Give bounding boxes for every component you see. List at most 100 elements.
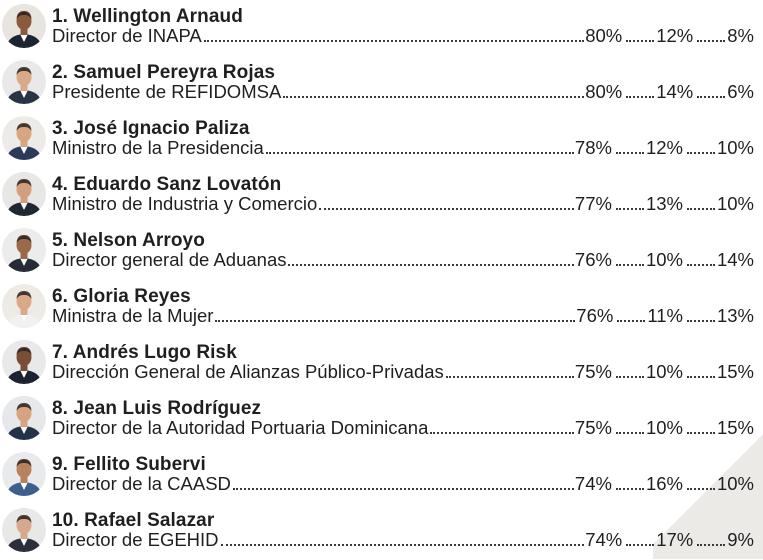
ranking-entry: 4. Eduardo Sanz Lovatón Ministro de Indus… <box>0 168 763 224</box>
person-role: Ministro de la Presidencia <box>52 137 264 158</box>
dotted-separator <box>697 544 726 546</box>
dotted-separator <box>686 376 715 378</box>
dotted-leader <box>430 432 574 434</box>
approval-percent: 80% <box>585 81 623 102</box>
person-role: Ministro de Industria y Comercio <box>52 193 318 214</box>
ranking-entry: 8. Jean Luis Rodríguez Director de la Aut… <box>0 392 763 448</box>
dotted-leader <box>215 320 576 322</box>
disapproval-percent: 10% <box>645 249 683 270</box>
dotted-separator <box>626 544 655 546</box>
dotted-separator <box>686 208 715 210</box>
person-name: 4. Eduardo Sanz Lovatón <box>52 174 282 195</box>
dotted-separator <box>686 488 715 490</box>
person-photo-avatar <box>2 60 46 104</box>
dotted-leader <box>265 152 574 154</box>
person-name: 7. Andrés Lugo Risk <box>52 342 237 363</box>
role-percent-line: Ministro de la Presidencia 78% 12% 10% <box>52 137 754 159</box>
ranking-entry: 10. Rafael Salazar Director de EGEHID 74% 1… <box>0 504 763 560</box>
dotted-separator <box>615 376 644 378</box>
approval-percent: 75% <box>574 417 612 438</box>
no-response-percent: 15% <box>716 417 754 438</box>
person-name: 5. Nelson Arroyo <box>52 230 205 251</box>
disapproval-percent: 14% <box>656 81 694 102</box>
role-percent-line: Director de INAPA 80% 12% 8% <box>52 25 754 47</box>
role-percent-line: Director de la CAASD 74% 16% 10% <box>52 473 754 495</box>
dotted-separator <box>615 432 644 434</box>
disapproval-percent: 12% <box>645 137 683 158</box>
person-photo-avatar <box>2 228 46 272</box>
dotted-separator <box>626 40 655 42</box>
dotted-leader <box>288 264 574 266</box>
person-role: Director de INAPA <box>52 25 202 46</box>
person-photo-avatar <box>2 396 46 440</box>
dotted-separator <box>626 96 655 98</box>
ranking-entry: 9. Fellito Subervi Director de la CAASD 74… <box>0 448 763 504</box>
dotted-separator <box>697 40 726 42</box>
person-name: 10. Rafael Salazar <box>52 510 215 531</box>
no-response-percent: 14% <box>716 249 754 270</box>
person-photo-avatar <box>2 452 46 496</box>
person-name: 1. Wellington Arnaud <box>52 6 243 27</box>
no-response-percent: 10% <box>716 137 754 158</box>
approval-percent: 80% <box>585 25 623 46</box>
person-name: 2. Samuel Pereyra Rojas <box>52 62 276 83</box>
dotted-separator <box>697 96 726 98</box>
approval-percent: 77% <box>574 193 612 214</box>
role-percent-line: Director de EGEHID 74% 17% 9% <box>52 529 754 551</box>
dotted-separator <box>615 152 644 154</box>
disapproval-percent: 17% <box>656 529 694 550</box>
person-photo-avatar <box>2 4 46 48</box>
person-photo-avatar <box>2 172 46 216</box>
role-percent-line: Presidente de REFIDOMSA 80% 14% 6% <box>52 81 754 103</box>
person-role: Director de EGEHID <box>52 529 219 550</box>
person-photo-avatar <box>2 116 46 160</box>
no-response-percent: 10% <box>716 193 754 214</box>
approval-percent: 74% <box>574 473 612 494</box>
person-role: Dirección General de Alianzas Público-Pr… <box>52 361 444 382</box>
person-photo-avatar <box>2 508 46 552</box>
person-role: Director general de Aduanas <box>52 249 287 270</box>
role-percent-line: Ministra de la Mujer 76% 11% 13% <box>52 305 754 327</box>
dotted-separator <box>686 320 715 322</box>
disapproval-percent: 11% <box>647 305 683 326</box>
dotted-leader <box>319 208 574 210</box>
person-name: 6. Gloria Reyes <box>52 286 191 307</box>
person-role: Ministra de la Mujer <box>52 305 214 326</box>
person-name: 8. Jean Luis Rodríguez <box>52 398 262 419</box>
no-response-percent: 10% <box>716 473 754 494</box>
approval-percent: 78% <box>574 137 612 158</box>
person-role: Director de la Autoridad Portuaria Domin… <box>52 417 429 438</box>
ranking-entry: 2. Samuel Pereyra Rojas Presidente de REF… <box>0 56 763 112</box>
dotted-separator <box>686 264 715 266</box>
role-percent-line: Dirección General de Alianzas Público-Pr… <box>52 361 754 383</box>
dotted-separator <box>686 152 715 154</box>
dotted-leader <box>220 544 585 546</box>
disapproval-percent: 10% <box>645 361 683 382</box>
dotted-leader <box>445 376 574 378</box>
disapproval-percent: 16% <box>645 473 683 494</box>
approval-percent: 76% <box>576 305 614 326</box>
dotted-separator <box>617 320 646 322</box>
role-percent-line: Director general de Aduanas 76% 10% 14% <box>52 249 754 271</box>
approval-percent: 76% <box>574 249 612 270</box>
dotted-leader <box>232 488 574 490</box>
dotted-leader <box>203 40 585 42</box>
person-role: Presidente de REFIDOMSA <box>52 81 282 102</box>
ranking-entry: 5. Nelson Arroyo Director general de Adua… <box>0 224 763 280</box>
person-photo-avatar <box>2 284 46 328</box>
dotted-separator <box>686 432 715 434</box>
no-response-percent: 13% <box>716 305 754 326</box>
disapproval-percent: 10% <box>645 417 683 438</box>
disapproval-percent: 13% <box>645 193 683 214</box>
dotted-separator <box>615 264 644 266</box>
no-response-percent: 8% <box>727 25 754 46</box>
dotted-leader <box>283 96 585 98</box>
dotted-separator <box>615 208 644 210</box>
no-response-percent: 6% <box>727 81 754 102</box>
person-name: 9. Fellito Subervi <box>52 454 206 475</box>
person-role: Director de la CAASD <box>52 473 231 494</box>
role-percent-line: Ministro de Industria y Comercio 77% 13% 10… <box>52 193 754 215</box>
dotted-separator <box>615 488 644 490</box>
no-response-percent: 9% <box>727 529 754 550</box>
person-photo-avatar <box>2 340 46 384</box>
